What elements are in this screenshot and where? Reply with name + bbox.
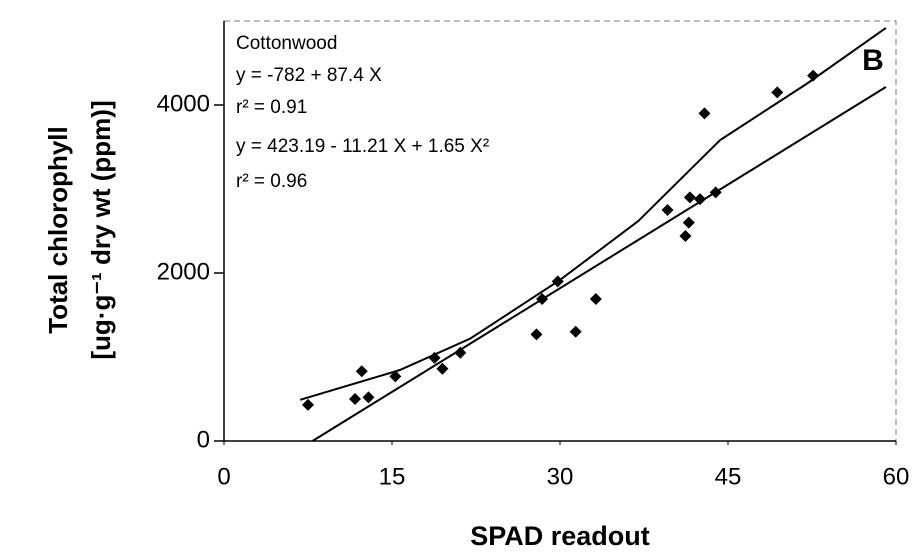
data-point — [551, 275, 564, 288]
fit-line — [311, 86, 887, 442]
annotation: y = -782 + 87.4 X — [236, 65, 382, 86]
panel-label: B — [862, 44, 884, 77]
y-tick-label: 0 — [197, 426, 210, 453]
data-point — [349, 393, 362, 405]
data-point — [807, 69, 820, 82]
data-point — [682, 216, 695, 229]
data-point — [589, 293, 602, 306]
x-tick-label: 0 — [217, 463, 230, 490]
x-tick-label: 30 — [547, 463, 574, 490]
fit-line — [299, 27, 887, 401]
annotation: r² = 0.91 — [236, 97, 307, 118]
annotation: Cottonwood — [236, 33, 337, 54]
data-point — [661, 204, 674, 216]
y-tick-label: 2000 — [157, 258, 210, 285]
data-point — [771, 86, 784, 99]
data-point — [694, 193, 706, 206]
x-axis-title: SPAD readout — [470, 521, 650, 551]
data-point — [362, 391, 375, 404]
x-tick-label: 60 — [883, 463, 910, 490]
annotation: r² = 0.96 — [236, 171, 307, 192]
annotation: y = 423.19 - 11.21 X + 1.65 X² — [236, 136, 489, 157]
data-point — [569, 325, 582, 338]
data-point — [454, 346, 467, 359]
data-point — [530, 328, 543, 341]
data-point — [709, 186, 722, 199]
data-point — [302, 398, 314, 411]
data-point — [683, 191, 696, 204]
data-point — [428, 351, 441, 364]
data-point — [679, 230, 692, 243]
data-point — [436, 362, 449, 375]
y-tick-label: 4000 — [157, 90, 210, 117]
x-tick-label: 45 — [715, 463, 742, 490]
data-point — [389, 370, 402, 383]
data-point — [355, 365, 368, 378]
data-point — [698, 107, 711, 120]
x-tick-label: 15 — [379, 463, 406, 490]
y-axis-title: Total chlorophyll — [43, 126, 73, 334]
y-axis-title: [ug·g⁻¹ dry wt (ppm)] — [86, 100, 116, 359]
data-point — [536, 293, 549, 306]
